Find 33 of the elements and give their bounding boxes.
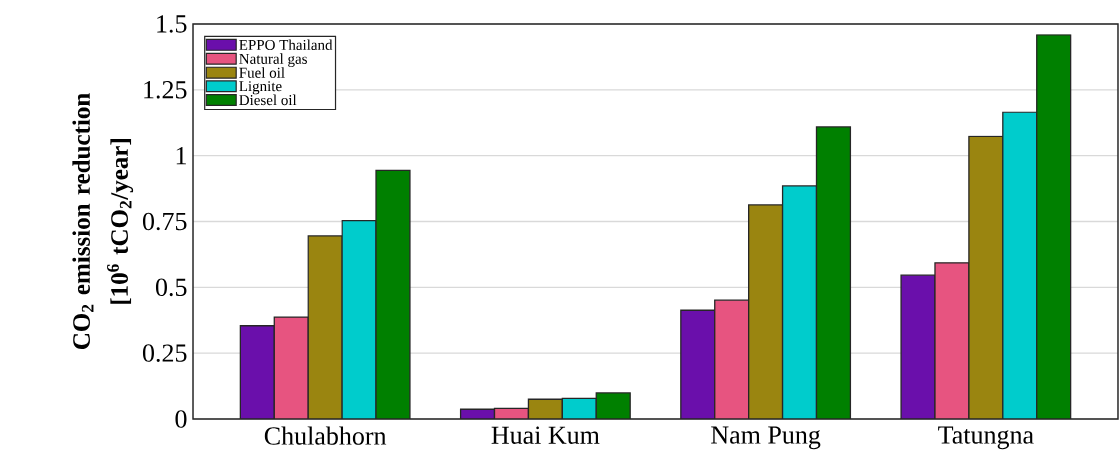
legend-label: Diesel oil [239,94,297,106]
legend-label: Natural gas [239,53,307,67]
y-tick-label: 1.25 [144,81,187,99]
y-tick-label: 0.25 [142,344,187,362]
bar [240,325,275,419]
bar [680,310,715,419]
legend-label: Fuel oil [239,67,285,78]
bar [748,204,783,419]
bar [274,317,309,419]
legend-label: Lignite [239,81,282,95]
bar [308,235,343,419]
bar [968,135,1004,419]
y-tick-label: 1.5 [157,15,187,33]
x-tick-label: Nam Pung [711,426,821,450]
bar [900,274,936,419]
bar [562,398,597,419]
bar [714,300,749,419]
bar [596,392,631,419]
bar [376,170,410,419]
x-tick-label: Tatungna [938,426,1034,450]
y-tick-label: 0.5 [155,278,187,297]
bar [782,185,817,419]
bar [342,220,377,419]
y-tick-label: 1 [176,147,186,165]
x-tick-label: Huai Kum [491,426,600,444]
y-tick-label: 0.75 [142,212,187,231]
x-tick-label: Chulabhorn [264,426,387,445]
legend-label: EPPO Thailand [239,39,333,50]
bar [1002,111,1038,419]
bar [816,126,851,419]
bar [1036,34,1072,419]
y-tick-label: 0 [175,410,187,428]
bar [934,262,970,419]
